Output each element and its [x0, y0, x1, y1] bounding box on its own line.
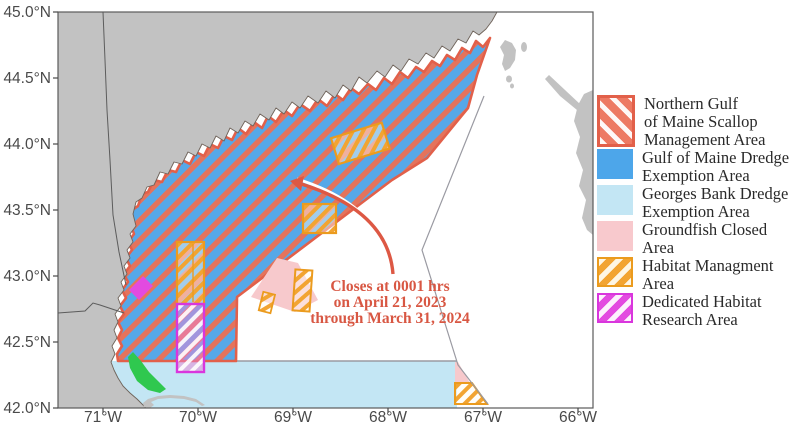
legend-swatch-ngom	[597, 95, 635, 147]
closure-annotation-line: Closes at 0001 hrs	[330, 278, 449, 295]
dedicated-habitat-research-area-small	[129, 276, 153, 300]
legend-swatch-orangekey	[597, 257, 633, 287]
small-island	[506, 75, 512, 83]
legend-swatch-pink	[597, 221, 633, 251]
legend-item: Dedicated Habitat Research Area	[597, 293, 799, 329]
grand-manan-island	[500, 40, 516, 71]
legend-label-line: Northern Gulf	[644, 94, 738, 113]
management-area-boundary-line	[421, 95, 489, 405]
legend-item: Northern Gulf of Maine Scallop Management …	[597, 95, 799, 149]
y-tick-label: 44.5°N	[3, 70, 51, 87]
x-tick-label: 71°W	[84, 409, 122, 426]
annotation-arrow	[297, 181, 395, 275]
y-tick-label: 42.5°N	[3, 334, 51, 351]
legend-label: Northern Gulf of Maine Scallop Management …	[644, 95, 765, 149]
x-axis: 71°W 70°W 69°W 68°W 67°W 66°W	[84, 408, 597, 426]
small-island	[510, 83, 514, 89]
closure-annotation-text: Closes at 0001 hrs on April 21, 2023 throu…	[310, 278, 470, 327]
dedicated-habitat-research-area	[175, 302, 206, 374]
x-tick-label: 66°W	[559, 409, 597, 426]
cape-cod-hook	[143, 395, 205, 408]
state-border-line-vertical	[102, 12, 127, 286]
habitat-management-area-square	[301, 202, 338, 235]
legend-swatch-lightblue	[597, 185, 633, 215]
x-tick-label: 68°W	[369, 409, 407, 426]
y-tick-label: 45.0°N	[3, 4, 51, 21]
y-tick-label: 44.0°N	[3, 136, 51, 153]
legend-label-line: of Maine Scallop	[644, 112, 758, 131]
legend-label-line: Groundfish Closed	[642, 220, 768, 239]
legend-label: Georges Bank Dredge Exemption Area	[642, 185, 788, 221]
x-tick-label: 67°W	[464, 409, 502, 426]
nova-scotia-shore	[574, 90, 593, 235]
digby-neck-islands	[545, 75, 581, 110]
small-island	[521, 42, 527, 52]
x-tick-label: 70°W	[179, 409, 217, 426]
legend-item: Georges Bank Dredge Exemption Area	[597, 185, 799, 221]
habitat-management-area-tall	[175, 240, 206, 306]
legend-swatch-magentakey	[597, 293, 633, 323]
legend-label-line: Management Area	[644, 130, 766, 149]
y-tick-label: 43.0°N	[3, 268, 51, 285]
x-tick-label: 69°W	[274, 409, 312, 426]
legend-label: Dedicated Habitat Research Area	[642, 293, 762, 329]
legend-label-line: Research Area	[642, 310, 738, 329]
state-border-line-horizontal	[58, 302, 125, 314]
mainland-land	[58, 12, 498, 408]
habitat-management-area-in-closed-area	[291, 268, 314, 313]
habitat-management-area-southeast	[454, 382, 489, 405]
legend-label-line: Gulf of Maine Dredge	[642, 148, 790, 167]
legend-label: Gulf of Maine Dredge Exemption Area	[642, 149, 789, 185]
legend-label-line: Dedicated Habitat	[642, 292, 762, 311]
legend-label-line: Exemption Area	[642, 202, 750, 221]
legend-label: Habitat Managment Area	[642, 257, 774, 293]
legend-item: Habitat Managment Area	[597, 257, 799, 293]
habitat-management-area-small	[257, 290, 277, 315]
legend: Northern Gulf of Maine Scallop Management …	[597, 95, 799, 329]
ngom-scallop-management-and-gom-dredge-exemption-area	[115, 36, 492, 363]
legend-label-line: Habitat Managment	[642, 256, 774, 275]
legend-label-line: Exemption Area	[642, 166, 750, 185]
georges-bank-dredge-exemption-area	[105, 361, 457, 408]
y-axis: 45.0°N 44.5°N 44.0°N 43.5°N 43.0°N 42.5°N 42.0…	[3, 4, 58, 417]
y-tick-label: 42.0°N	[3, 400, 51, 417]
groundfish-closed-area-east	[455, 362, 470, 383]
annotation-arrowhead-icon	[290, 176, 304, 191]
closure-annotation-line: through March 31, 2024	[310, 310, 470, 327]
legend-swatch-blue	[597, 149, 633, 179]
legend-item: Gulf of Maine Dredge Exemption Area	[597, 149, 799, 185]
y-tick-label: 43.5°N	[3, 202, 51, 219]
green-closed-area	[128, 352, 166, 393]
legend-item: Groundfish Closed Area	[597, 221, 799, 257]
legend-label-line: Georges Bank Dredge	[642, 184, 789, 203]
legend-label-line: Area	[642, 274, 675, 293]
legend-label: Groundfish Closed Area	[642, 221, 767, 257]
habitat-management-area-tilted	[329, 121, 391, 166]
legend-label-line: Area	[642, 238, 675, 257]
closure-annotation-line: on April 21, 2023	[334, 294, 447, 311]
